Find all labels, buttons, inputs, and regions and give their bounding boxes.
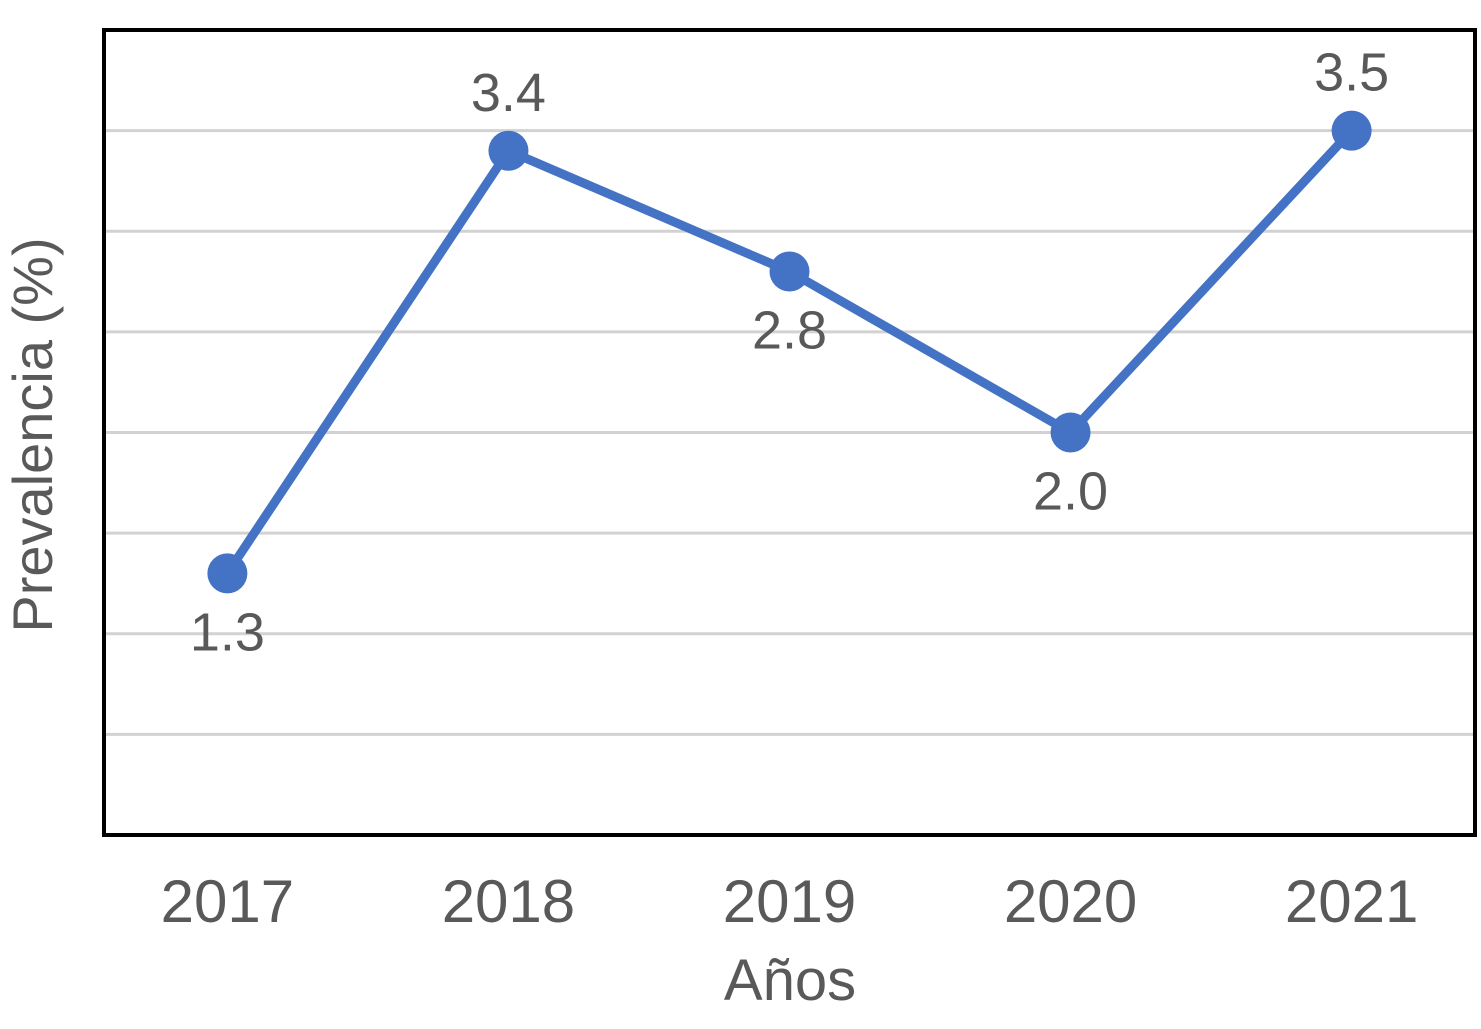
data-label: 2.0: [1033, 462, 1108, 522]
data-point-marker: [1331, 110, 1372, 151]
x-tick-label: 2020: [1004, 868, 1137, 935]
data-label: 2.8: [752, 301, 827, 361]
x-tick-label: 2017: [161, 868, 294, 935]
data-point-marker: [1050, 412, 1091, 453]
series-prevalencia: [207, 110, 1372, 594]
x-tick-label: 2018: [442, 868, 575, 935]
data-label: 3.5: [1314, 43, 1389, 103]
data-labels: 1.3 3.4 2.8 2.0 3.5: [190, 43, 1389, 663]
x-axis-title: Años: [724, 948, 856, 1013]
gridlines: [104, 129, 1475, 736]
x-tick-labels: 2017 2018 2019 2020 2021: [161, 868, 1419, 935]
data-point-marker: [769, 251, 810, 292]
data-label: 1.3: [190, 602, 265, 662]
y-axis-title: Prevalencia (%): [1, 237, 64, 632]
data-point-marker: [488, 130, 529, 171]
plot-border: [102, 28, 1477, 837]
x-tick-label: 2021: [1285, 868, 1418, 935]
data-label: 3.4: [471, 63, 546, 123]
x-tick-label: 2019: [723, 868, 856, 935]
data-point-marker: [207, 553, 248, 594]
